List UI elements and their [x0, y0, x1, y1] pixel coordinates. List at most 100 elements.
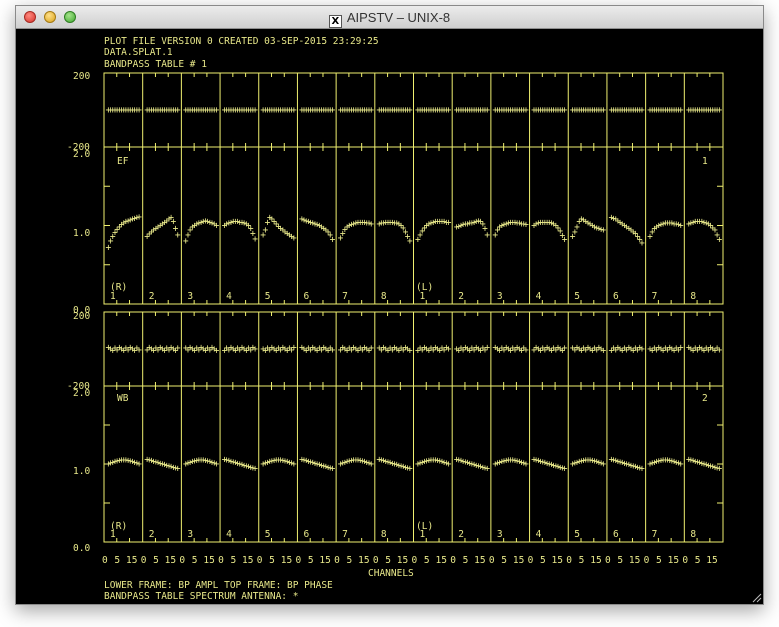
phase-point: + — [717, 345, 723, 356]
x-tick-label: 15 — [513, 555, 524, 566]
phase-point: + — [379, 345, 385, 356]
phase-point: + — [127, 342, 133, 353]
amp-point: + — [312, 219, 318, 230]
title-bar[interactable]: X AIPSTV – UNIX-8 — [16, 6, 763, 29]
amp-point: + — [260, 230, 266, 241]
amp-point: + — [209, 457, 215, 468]
amp-point: + — [303, 456, 309, 467]
amp-point: + — [480, 462, 486, 473]
phase-point: + — [581, 105, 587, 116]
panel1-pol-r: (R) — [110, 282, 127, 293]
amp-point: + — [633, 462, 639, 473]
amp-point: + — [484, 230, 490, 241]
amp-point: + — [394, 460, 400, 471]
if-label: 6 — [303, 529, 309, 540]
amp-point: + — [476, 461, 482, 472]
amp-point: + — [460, 220, 466, 231]
amp-point: + — [194, 219, 200, 230]
phase-point: + — [437, 346, 443, 357]
minimize-button[interactable] — [44, 11, 56, 23]
phase-point: + — [321, 342, 327, 353]
amp-point: + — [205, 217, 211, 228]
phase-point: + — [533, 342, 539, 353]
amp-point: + — [284, 228, 290, 239]
amp-point: + — [510, 455, 516, 466]
phase-point: + — [183, 105, 189, 116]
amp-point: + — [523, 220, 529, 231]
phase-point: + — [262, 346, 268, 357]
phase-point: + — [127, 105, 133, 116]
resize-grip-icon[interactable] — [750, 591, 762, 603]
phase-point: + — [443, 105, 449, 116]
phase-point: + — [389, 345, 395, 356]
amp-point: + — [656, 456, 662, 467]
x-tick-label: 15 — [319, 555, 330, 566]
amp-point: + — [703, 218, 709, 229]
phase-point: + — [649, 105, 655, 116]
amp-point: + — [273, 455, 279, 466]
phase-point: + — [570, 105, 576, 116]
x-tick-label: 0 — [373, 555, 379, 566]
x-tick-label: 5 — [656, 555, 662, 566]
amp-point: + — [441, 457, 447, 468]
amp-point: + — [533, 455, 539, 466]
phase-point: + — [587, 344, 593, 355]
amp-point: + — [106, 242, 112, 253]
amp-point: + — [289, 458, 295, 469]
phase-point: + — [200, 105, 206, 116]
amp-point: + — [628, 225, 634, 236]
amp-point: + — [187, 225, 193, 236]
phase-point: + — [351, 342, 357, 353]
phase-point: + — [160, 344, 166, 355]
phase-point: + — [168, 105, 174, 116]
amp-point: + — [553, 461, 559, 472]
phase-point: + — [205, 343, 211, 354]
phase-point: + — [310, 105, 316, 116]
phase-point: + — [222, 346, 228, 357]
phase-point: + — [134, 343, 140, 354]
amp-point: + — [149, 227, 155, 238]
phase-point: + — [692, 343, 698, 354]
amp-point: + — [456, 221, 462, 232]
amp-point: + — [271, 217, 277, 228]
amp-point: + — [542, 458, 548, 469]
amp-point: + — [667, 218, 673, 229]
amp-point: + — [162, 217, 168, 228]
amp-point: + — [136, 459, 142, 470]
phase-point: + — [119, 105, 125, 116]
phase-point: + — [708, 342, 714, 353]
amp-point: + — [484, 464, 490, 475]
phase-point: + — [506, 344, 512, 355]
if-label: 1 — [110, 529, 116, 540]
zoom-button[interactable] — [64, 11, 76, 23]
phase-point: + — [499, 105, 505, 116]
header-line-2: DATA.SPLAT.1 — [104, 47, 173, 58]
phase-point: + — [708, 105, 714, 116]
phase-point: + — [557, 344, 563, 355]
amp-point: + — [658, 220, 664, 231]
amp-point: + — [114, 456, 120, 467]
phase-point: + — [381, 105, 387, 116]
header-line-3: BANDPASS TABLE # 1 — [104, 59, 207, 70]
phase-point: + — [323, 105, 329, 116]
panel2-amp-top-label: 2.0 — [73, 388, 90, 399]
phase-point: + — [344, 346, 350, 357]
phase-point: + — [248, 105, 254, 116]
close-button[interactable] — [24, 11, 36, 23]
amp-point: + — [492, 230, 498, 241]
x-tick-label: 5 — [114, 555, 120, 566]
amp-point: + — [454, 454, 460, 465]
amp-point: + — [130, 214, 136, 225]
phase-point: + — [121, 105, 127, 116]
window-title: X AIPSTV – UNIX-8 — [16, 10, 763, 28]
phase-point: + — [662, 343, 668, 354]
phase-point: + — [383, 344, 389, 355]
phase-point: + — [422, 342, 428, 353]
phase-point: + — [301, 105, 307, 116]
phase-point: + — [123, 105, 129, 116]
phase-point: + — [394, 105, 400, 116]
phase-point: + — [228, 105, 234, 116]
phase-point: + — [630, 105, 636, 116]
phase-point: + — [123, 343, 129, 354]
if-label: 5 — [574, 291, 580, 302]
